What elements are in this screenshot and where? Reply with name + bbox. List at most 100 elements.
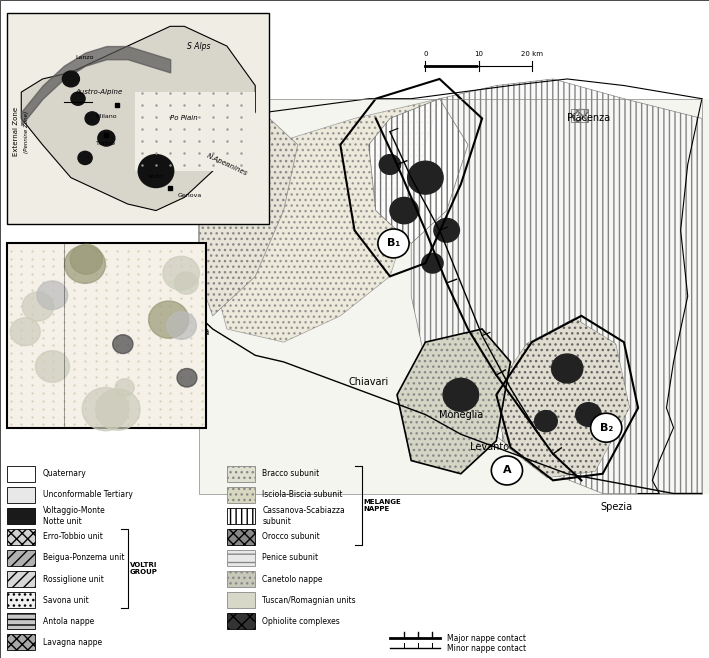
Text: Torino: Torino [92,141,115,146]
Bar [227,466,255,482]
Text: Genova: Genova [177,193,201,199]
Bar [227,570,255,587]
Text: Levanto: Levanto [469,442,509,453]
Circle shape [434,218,459,242]
Text: Milano: Milano [92,114,117,120]
Text: Piacenza: Piacenza [567,113,610,124]
Polygon shape [369,99,468,243]
Circle shape [85,112,99,125]
Circle shape [163,256,199,290]
Text: External Zone: External Zone [13,107,18,156]
Text: Minor nappe contact: Minor nappe contact [447,644,526,653]
Circle shape [138,155,174,188]
Bar [7,570,35,587]
Text: Moneglia: Moneglia [439,409,483,420]
Circle shape [22,292,54,321]
Text: Canetolo nappe: Canetolo nappe [262,574,323,584]
Bar [7,592,35,608]
Circle shape [174,272,199,294]
Polygon shape [397,329,510,474]
Text: Antola nappe: Antola nappe [43,617,94,626]
Text: Genova: Genova [173,327,210,338]
Text: Major nappe contact: Major nappe contact [447,634,525,643]
Bar [227,550,255,566]
Text: Rossiglione unit: Rossiglione unit [43,574,104,584]
Bar [199,99,709,494]
Circle shape [37,281,68,309]
Bar [7,466,35,482]
Polygon shape [411,79,702,494]
Circle shape [71,92,85,105]
Text: Lavagna nappe: Lavagna nappe [43,638,101,647]
Bar [571,109,588,122]
Bar [7,243,206,428]
Circle shape [408,161,443,194]
Bar [7,529,35,545]
Circle shape [576,403,601,426]
Text: Erro-Tobbio unit: Erro-Tobbio unit [43,532,102,542]
Bar [7,508,35,524]
Polygon shape [492,318,630,478]
Circle shape [78,151,92,164]
Circle shape [390,197,418,224]
Circle shape [115,379,134,397]
Bar [227,487,255,503]
Circle shape [82,388,129,431]
Text: 10: 10 [474,51,483,57]
Bar [199,99,702,494]
Circle shape [98,130,115,146]
Circle shape [591,413,622,442]
Bar [227,529,255,545]
Text: Bracco subunit: Bracco subunit [262,469,320,478]
Text: 0: 0 [423,51,428,57]
Bar [7,13,269,224]
Text: Austro-Alpine: Austro-Alpine [76,89,123,95]
Bar [7,634,35,650]
Text: Quaternary: Quaternary [43,469,86,478]
Bar [135,92,255,171]
Text: Unconformable Tertiary: Unconformable Tertiary [43,490,133,499]
Text: Isciola-Biscia subunit: Isciola-Biscia subunit [262,490,343,499]
Text: B₁: B₁ [387,238,400,249]
Text: Savona unit: Savona unit [43,595,89,605]
Text: Spezia: Spezia [601,501,633,512]
Text: Beigua-Ponzema unit: Beigua-Ponzema unit [43,553,124,563]
Circle shape [552,354,583,383]
Circle shape [167,312,196,340]
Text: Po Plain: Po Plain [170,115,199,122]
Bar [227,613,255,629]
Polygon shape [213,99,440,342]
Bar [227,508,255,524]
Circle shape [137,305,168,334]
Text: 20 km: 20 km [520,51,543,57]
Text: Orocco subunit: Orocco subunit [262,532,320,542]
Circle shape [443,378,479,411]
Text: (Pennine Zone): (Pennine Zone) [24,111,30,153]
Text: Lanzo: Lanzo [76,55,94,61]
Text: B₂: B₂ [600,422,613,433]
Circle shape [113,335,133,353]
Circle shape [65,245,106,284]
Circle shape [149,301,189,338]
Circle shape [10,318,40,345]
Text: Penice subunit: Penice subunit [262,553,318,563]
Text: VOLTRI
GROUP: VOLTRI GROUP [130,562,157,575]
Text: N.Apennines: N.Apennines [206,153,248,176]
Circle shape [177,368,197,387]
Text: Tuscan/Romagnian units: Tuscan/Romagnian units [262,595,356,605]
Polygon shape [21,26,255,211]
Bar [7,613,35,629]
Text: Voltri: Voltri [147,174,164,179]
Polygon shape [199,118,298,316]
Bar [7,487,35,503]
Text: Ophiolite complexes: Ophiolite complexes [262,617,340,626]
Circle shape [378,229,409,258]
Text: MELANGE
NAPPE: MELANGE NAPPE [364,499,401,512]
Text: Voltaggio-Monte
Notte unit: Voltaggio-Monte Notte unit [43,506,106,526]
Text: Cassanova-Scabiazza
subunit: Cassanova-Scabiazza subunit [262,506,345,526]
Bar [227,592,255,608]
Text: A: A [503,465,511,476]
Text: Chiavari: Chiavari [349,376,389,387]
Circle shape [35,351,69,382]
Circle shape [422,253,443,273]
